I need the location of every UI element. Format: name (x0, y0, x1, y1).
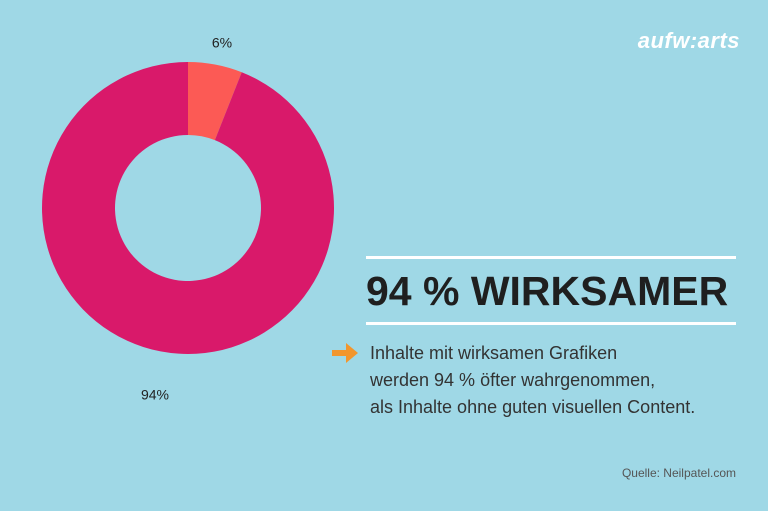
donut-labels: 6% 94% (141, 35, 232, 403)
donut-slice-label-1: 6% (212, 35, 232, 51)
donut-chart: 6% 94% (42, 35, 335, 403)
description-text: Inhalte mit wirksamen Grafiken werden 94… (370, 340, 750, 421)
arrow-right-icon (332, 343, 358, 363)
headline-rule-top (366, 256, 736, 259)
description-line-2: werden 94 % öfter wahrgenommen, (370, 370, 656, 390)
brand-logo: aufw:arts (637, 28, 740, 53)
donut-slice-2 (42, 61, 335, 354)
donut-slices (42, 61, 335, 354)
donut-slice-1 (188, 62, 242, 141)
donut-slice-label-2: 94% (141, 387, 169, 403)
source-credit: Quelle: Neilpatel.com (621, 466, 736, 480)
description-line-1: Inhalte mit wirksamen Grafiken (370, 343, 618, 363)
headline-rule-bottom (366, 322, 736, 325)
headline: 94 % WIRKSAMER (366, 268, 729, 314)
description-line-3: als Inhalte ohne guten visuellen Content… (370, 397, 696, 417)
